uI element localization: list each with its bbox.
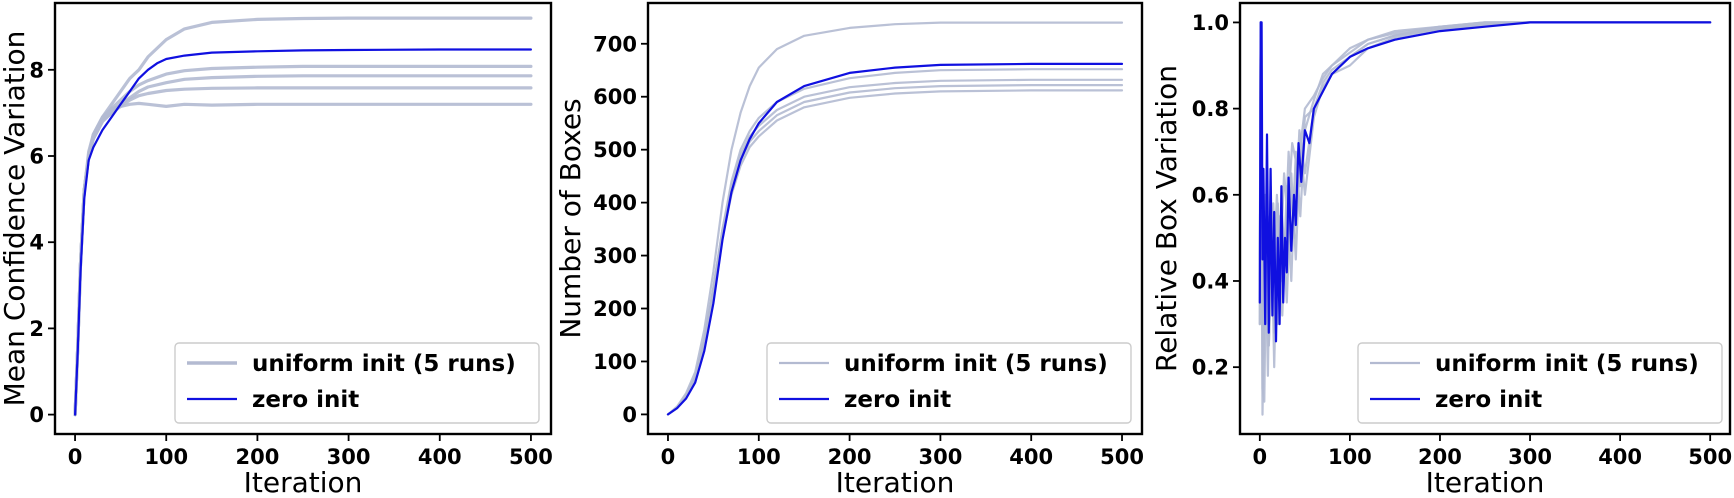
x-tick-label: 0 bbox=[1253, 445, 1268, 469]
series-group bbox=[1258, 21, 1712, 416]
x-tick-label: 400 bbox=[418, 445, 462, 469]
legend-box bbox=[174, 342, 540, 424]
series-line-uniform-init-run-5 bbox=[666, 89, 1124, 416]
y-tick-label: 0 bbox=[29, 403, 44, 427]
x-tick-label: 300 bbox=[1508, 445, 1552, 469]
x-tick-label: 0 bbox=[68, 445, 83, 469]
x-tick-label: 200 bbox=[235, 445, 279, 469]
y-tick-label: 0 bbox=[622, 403, 637, 427]
series-line-zero-init bbox=[1258, 21, 1712, 343]
series-group bbox=[73, 16, 533, 417]
series-line-uniform-init-run-1 bbox=[666, 21, 1124, 416]
plot-frame bbox=[53, 1, 553, 436]
y-tick-label: 300 bbox=[593, 244, 637, 268]
y-tick-label: 4 bbox=[29, 231, 44, 255]
legend-box bbox=[1357, 342, 1723, 424]
y-tick-label: 200 bbox=[593, 297, 637, 321]
x-tick-label: 100 bbox=[737, 445, 781, 469]
y-tick-label: 1.0 bbox=[1192, 11, 1229, 35]
x-tick-label: 300 bbox=[918, 445, 962, 469]
x-tick-label: 100 bbox=[1328, 445, 1372, 469]
x-tick-label: 400 bbox=[1598, 445, 1642, 469]
y-tick-label: 100 bbox=[593, 350, 637, 374]
y-tick-label: 8 bbox=[29, 58, 44, 82]
chart-panel-1: 0 100 200 300 400 500 0 2 4 6 8 Iteration Mean Confi… bbox=[0, 1, 553, 498]
y-tick-label: 0.6 bbox=[1192, 183, 1229, 207]
x-axis-label: Iteration bbox=[244, 466, 363, 498]
legend-label: zero init bbox=[1435, 387, 1542, 413]
legend-label: zero init bbox=[844, 387, 951, 413]
legend: uniform init (5 runs) zero init bbox=[174, 342, 540, 424]
plot-frame bbox=[1238, 1, 1732, 436]
series-line-zero-init bbox=[74, 48, 532, 416]
y-tick-label: 500 bbox=[593, 138, 637, 162]
chart-panel-3: 0 100 200 300 400 500 0.2 0.4 0.6 0.8 1.0 Iteration… bbox=[1150, 1, 1732, 498]
y-axis-label: Mean Confidence Variation bbox=[0, 31, 31, 407]
series-line-zero-init bbox=[666, 62, 1124, 416]
y-tick-label: 0.2 bbox=[1192, 356, 1229, 380]
y-axis-label: Relative Box Variation bbox=[1150, 65, 1183, 372]
x-tick-label: 300 bbox=[327, 445, 371, 469]
x-axis-label: Iteration bbox=[1426, 466, 1545, 498]
x-tick-label: 200 bbox=[828, 445, 872, 469]
y-tick-label: 0.4 bbox=[1192, 269, 1229, 293]
legend-label: uniform init (5 runs) bbox=[1435, 351, 1699, 377]
legend-label: zero init bbox=[252, 387, 359, 413]
x-tick-label: 0 bbox=[661, 445, 676, 469]
y-axis-label: Number of Boxes bbox=[554, 98, 587, 338]
series-group bbox=[666, 21, 1124, 416]
x-axis-label: Iteration bbox=[836, 466, 955, 498]
y-tick-label: 400 bbox=[593, 191, 637, 215]
plot-frame bbox=[646, 1, 1144, 436]
chart-panel-2: 0 100 200 300 400 500 0 100 200 300 400 500 600 700 It… bbox=[554, 1, 1144, 498]
legend: uniform init (5 runs) zero init bbox=[766, 342, 1132, 424]
y-tick-label: 6 bbox=[29, 145, 44, 169]
x-tick-label: 400 bbox=[1009, 445, 1053, 469]
series-line-uniform-init-run-5 bbox=[1258, 21, 1712, 326]
y-tick-label: 700 bbox=[593, 32, 637, 56]
y-tick-label: 600 bbox=[593, 85, 637, 109]
x-tick-label: 100 bbox=[144, 445, 188, 469]
legend-box bbox=[766, 342, 1132, 424]
x-tick-label: 200 bbox=[1418, 445, 1462, 469]
legend: uniform init (5 runs) zero init bbox=[1357, 342, 1723, 424]
y-tick-label: 0.8 bbox=[1192, 97, 1229, 121]
y-tick-label: 2 bbox=[29, 317, 44, 341]
legend-label: uniform init (5 runs) bbox=[844, 351, 1108, 377]
x-tick-label: 500 bbox=[1688, 445, 1732, 469]
x-tick-label: 500 bbox=[509, 445, 553, 469]
x-tick-label: 500 bbox=[1100, 445, 1144, 469]
legend-label: uniform init (5 runs) bbox=[252, 351, 516, 377]
